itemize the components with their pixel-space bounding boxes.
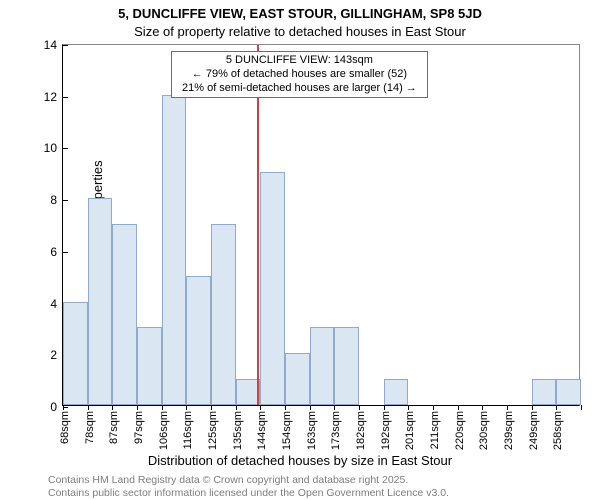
chart-title-desc: Size of property relative to detached ho… xyxy=(0,24,600,39)
x-tick-mark xyxy=(63,405,64,410)
histogram-bar xyxy=(63,302,88,405)
x-tick-label: 68sqm xyxy=(59,411,71,444)
reference-line xyxy=(257,45,259,405)
footer-copyright-1: Contains HM Land Registry data © Crown c… xyxy=(48,474,408,486)
chart-container: 5, DUNCLIFFE VIEW, EAST STOUR, GILLINGHA… xyxy=(0,0,600,500)
histogram-bar xyxy=(384,379,409,405)
x-tick-mark xyxy=(482,405,483,410)
x-tick-mark xyxy=(408,405,409,410)
chart-title-address: 5, DUNCLIFFE VIEW, EAST STOUR, GILLINGHA… xyxy=(0,6,600,21)
x-tick-mark xyxy=(112,405,113,410)
y-tick: 4 xyxy=(50,297,63,311)
x-tick-mark xyxy=(88,405,89,410)
x-tick-mark xyxy=(162,405,163,410)
histogram-bar xyxy=(285,353,310,405)
x-tick-label: 258sqm xyxy=(552,411,564,450)
x-tick-label: 154sqm xyxy=(281,411,293,450)
x-tick-mark xyxy=(532,405,533,410)
histogram-bar xyxy=(310,327,335,405)
x-tick-label: 173sqm xyxy=(330,411,342,450)
x-tick-mark xyxy=(285,405,286,410)
x-tick-mark xyxy=(310,405,311,410)
x-tick-label: 78sqm xyxy=(84,411,96,444)
histogram-bar xyxy=(334,327,359,405)
histogram-bar xyxy=(260,172,285,405)
x-tick-label: 163sqm xyxy=(306,411,318,450)
y-tick: 14 xyxy=(44,38,63,52)
x-tick-mark xyxy=(186,405,187,410)
x-tick-mark xyxy=(236,405,237,410)
x-tick-label: 182sqm xyxy=(355,411,367,450)
annotation-line1: 5 DUNCLIFFE VIEW: 143sqm xyxy=(182,54,417,68)
x-tick-label: 135sqm xyxy=(232,411,244,450)
y-tick: 6 xyxy=(50,245,63,259)
x-axis-label: Distribution of detached houses by size … xyxy=(0,453,600,468)
x-tick-mark xyxy=(334,405,335,410)
x-tick-mark xyxy=(211,405,212,410)
histogram-bar xyxy=(532,379,557,405)
histogram-bar xyxy=(162,95,187,405)
x-tick-mark xyxy=(359,405,360,410)
histogram-bar xyxy=(211,224,236,405)
x-tick-mark xyxy=(556,405,557,410)
histogram-bar xyxy=(186,276,211,405)
x-tick-mark xyxy=(137,405,138,410)
x-tick-label: 230sqm xyxy=(478,411,490,450)
x-tick-label: 211sqm xyxy=(429,411,441,449)
histogram-bar xyxy=(88,198,113,405)
x-tick-label: 220sqm xyxy=(454,411,466,450)
y-tick: 2 xyxy=(50,348,63,362)
annotation-line3: 21% of semi-detached houses are larger (… xyxy=(182,82,417,96)
x-tick-label: 87sqm xyxy=(108,411,120,444)
x-tick-mark xyxy=(260,405,261,410)
x-tick-label: 239sqm xyxy=(503,411,515,450)
x-tick-label: 192sqm xyxy=(380,411,392,450)
y-tick: 10 xyxy=(44,141,63,155)
x-tick-mark xyxy=(458,405,459,410)
annotation-box: 5 DUNCLIFFE VIEW: 143sqm← 79% of detache… xyxy=(171,51,428,98)
x-tick-label: 144sqm xyxy=(256,411,268,450)
annotation-line2: ← 79% of detached houses are smaller (52… xyxy=(182,68,417,82)
footer-copyright-2: Contains public sector information licen… xyxy=(48,487,449,499)
x-tick-mark xyxy=(433,405,434,410)
histogram-bar xyxy=(137,327,162,405)
x-tick-label: 106sqm xyxy=(158,411,170,450)
x-tick-mark xyxy=(507,405,508,410)
histogram-bar xyxy=(556,379,581,405)
x-tick-mark xyxy=(581,405,582,410)
x-tick-label: 116sqm xyxy=(182,411,194,449)
y-tick: 8 xyxy=(50,193,63,207)
y-tick: 12 xyxy=(44,90,63,104)
plot-area: 0246810121468sqm78sqm87sqm97sqm106sqm116… xyxy=(62,44,580,406)
x-tick-label: 97sqm xyxy=(133,411,145,444)
histogram-bar xyxy=(112,224,137,405)
x-tick-mark xyxy=(384,405,385,410)
x-tick-label: 125sqm xyxy=(207,411,219,450)
x-tick-label: 249sqm xyxy=(528,411,540,450)
x-tick-label: 201sqm xyxy=(404,411,416,450)
